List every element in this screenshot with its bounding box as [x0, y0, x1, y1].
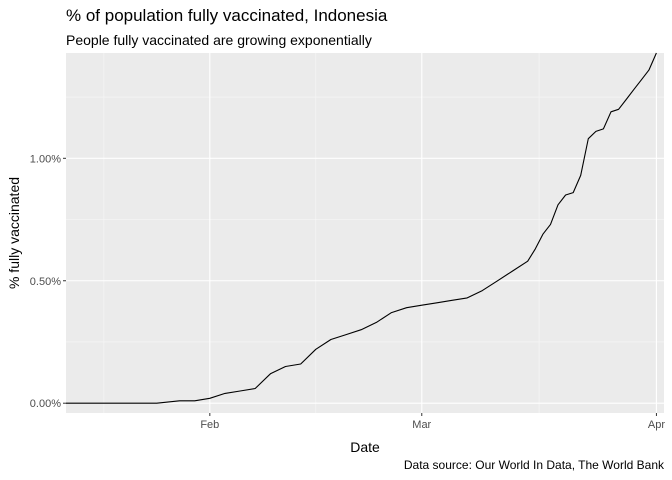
minor-gridlines: [66, 53, 664, 413]
chart-subtitle: People fully vaccinated are growing expo…: [66, 32, 372, 48]
major-gridlines: [66, 53, 664, 413]
y-tick-label: 0.50%: [30, 276, 61, 288]
x-tick-label: Mar: [412, 419, 431, 431]
axis-layer: 0.00% 0.50% 1.00% Feb Mar Apr: [30, 153, 666, 431]
x-tick-label: Apr: [648, 419, 665, 431]
x-tick-label: Feb: [200, 419, 219, 431]
series-line: [66, 52, 657, 404]
chart-title: % of population fully vaccinated, Indone…: [66, 6, 388, 25]
y-axis-title: % fully vaccinated: [6, 177, 22, 289]
y-tick-label: 0.00%: [30, 398, 61, 410]
chart-caption: Data source: Our World In Data, The Worl…: [403, 458, 664, 472]
plot-panel: [66, 53, 664, 413]
y-tick-label: 1.00%: [30, 153, 61, 165]
series-layer: [66, 52, 657, 404]
x-axis-title: Date: [350, 439, 380, 455]
